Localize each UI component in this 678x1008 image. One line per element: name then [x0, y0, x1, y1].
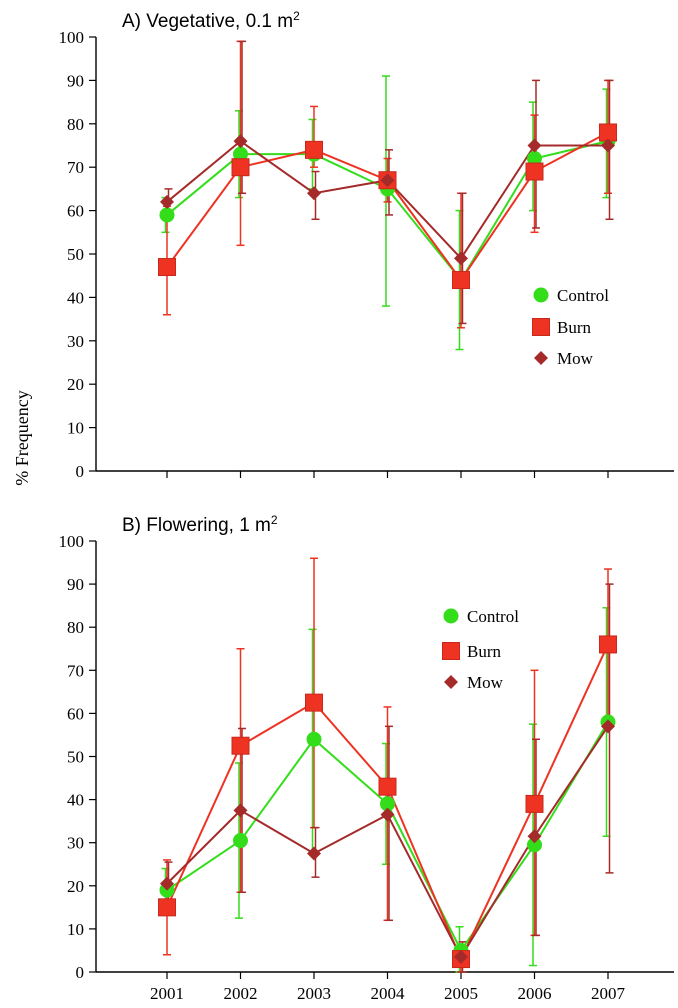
y-tick-label: 80	[67, 115, 84, 134]
data-point-control	[233, 833, 248, 849]
y-tick-label: 90	[67, 71, 84, 90]
legend-label-mow: Mow	[557, 349, 594, 368]
data-point-mow	[160, 194, 174, 209]
y-tick-label: 40	[67, 791, 84, 810]
y-tick-label: 70	[67, 158, 84, 177]
y-tick-label: 10	[67, 419, 84, 438]
panel-title-text: B) Flowering, 1 m	[122, 515, 271, 536]
y-tick-label: 80	[67, 618, 84, 637]
legend-label-mow: Mow	[467, 673, 504, 692]
panel-a-vegetative: A) Vegetative, 0.1 m20102030405060708090…	[59, 9, 674, 481]
data-point-burn	[525, 794, 544, 813]
y-tick-label: 30	[67, 834, 84, 853]
data-point-mow	[527, 138, 542, 153]
legend-marker-control	[443, 608, 459, 624]
data-point-burn	[599, 123, 617, 142]
y-tick-label: 90	[67, 575, 84, 594]
panel-title: B) Flowering, 1 m2	[122, 513, 278, 536]
data-point-burn	[525, 162, 544, 181]
data-point-control	[306, 731, 322, 747]
legend-label-control: Control	[557, 286, 609, 305]
data-point-mow	[307, 186, 321, 201]
data-point-control	[159, 207, 175, 223]
x-tick-label: 2007	[591, 984, 626, 1003]
data-point-mow	[233, 134, 248, 149]
y-tick-label: 100	[59, 532, 85, 551]
data-point-burn	[158, 258, 176, 277]
legend-marker-burn	[442, 642, 460, 660]
data-point-mow	[307, 846, 321, 861]
x-tick-label: 2006	[518, 984, 552, 1003]
y-tick-label: 60	[67, 704, 84, 723]
panel-title-text: A) Vegetative, 0.1 m	[122, 11, 293, 32]
data-point-mow	[233, 803, 248, 818]
x-tick-label: 2003	[297, 984, 331, 1003]
data-point-control	[527, 151, 542, 167]
legend-label-control: Control	[467, 607, 519, 626]
y-tick-label: 40	[67, 288, 84, 307]
data-point-burn	[378, 777, 397, 796]
data-point-burn	[231, 158, 250, 177]
legend-marker-burn	[532, 318, 550, 336]
legend-marker-control	[533, 287, 549, 303]
data-point-control	[527, 837, 542, 853]
data-point-mow	[380, 173, 395, 188]
legend-label-burn: Burn	[467, 642, 502, 661]
panel-title: A) Vegetative, 0.1 m2	[122, 9, 300, 32]
x-tick-label: 2001	[150, 984, 184, 1003]
data-point-burn	[305, 693, 323, 712]
data-point-mow	[454, 251, 468, 266]
data-point-mow	[454, 949, 468, 964]
data-point-control	[380, 796, 395, 812]
x-tick-label: 2005	[444, 984, 478, 1003]
panel-title-superscript: 2	[293, 9, 300, 23]
data-point-mow	[601, 719, 615, 734]
data-point-burn	[452, 271, 470, 290]
y-tick-label: 10	[67, 920, 84, 939]
data-point-mow	[160, 876, 174, 891]
data-point-burn	[599, 635, 617, 654]
y-tick-label: 100	[59, 28, 85, 47]
y-tick-label: 60	[67, 202, 84, 221]
legend-label-burn: Burn	[557, 318, 592, 337]
y-tick-label: 0	[76, 462, 85, 481]
legend-marker-mow	[534, 351, 548, 365]
data-point-mow	[380, 807, 395, 822]
data-point-burn	[231, 736, 250, 755]
x-tick-label: 2002	[224, 984, 258, 1003]
y-tick-label: 0	[76, 963, 85, 982]
x-tick-label: 2004	[371, 984, 406, 1003]
data-point-burn	[158, 898, 176, 917]
data-point-mow	[527, 829, 542, 844]
data-point-burn	[305, 140, 323, 159]
y-tick-label: 20	[67, 375, 84, 394]
y-axis-label: % Frequency	[12, 390, 32, 485]
y-tick-label: 30	[67, 332, 84, 351]
panel-title-superscript: 2	[271, 513, 278, 527]
data-point-mow	[601, 138, 615, 153]
y-tick-label: 50	[67, 748, 84, 767]
y-tick-label: 50	[67, 245, 84, 264]
data-point-control	[233, 146, 248, 162]
y-tick-label: 70	[67, 661, 84, 680]
legend-marker-mow	[444, 675, 458, 689]
panel-b-flowering: B) Flowering, 1 m20102030405060708090100…	[59, 513, 674, 1003]
y-tick-label: 20	[67, 877, 84, 896]
